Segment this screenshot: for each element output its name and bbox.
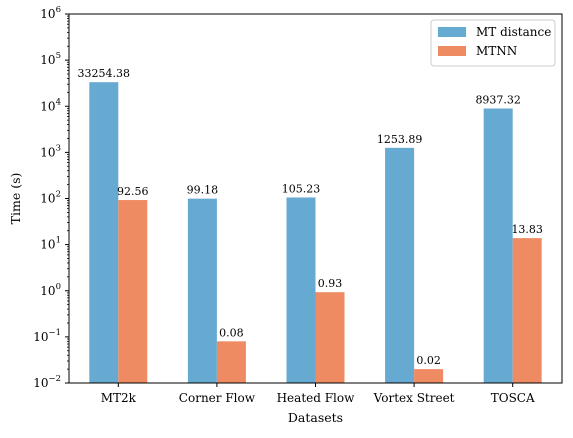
data-label: 8937.32 [475,94,521,107]
data-label: 0.02 [416,354,441,367]
x-tick-label: Corner Flow [179,391,256,405]
y-tick-label: 105 [40,51,61,67]
data-label: 13.83 [511,223,543,236]
x-axis: MT2k Corner Flow Heated Flow Vortex Street T… [101,383,535,405]
y-axis-label: Time (s) [8,173,23,225]
bar-mtnn [216,341,246,383]
bar-mt-distance [89,82,119,383]
bar-mtnn [315,292,345,383]
x-tick-label: MT2k [101,391,137,405]
x-tick-label: Heated Flow [277,391,356,405]
y-axis: 10−2 10−1 100 101 102 103 104 105 106 [33,5,69,390]
data-label: 99.18 [187,184,219,197]
y-tick-label: 103 [40,143,61,159]
data-label: 33254.38 [78,67,131,80]
bar-mtnn [414,369,444,383]
legend-swatch [438,46,466,56]
bar-mtnn [118,200,148,383]
y-tick-label: 100 [40,282,61,298]
bar-mt-distance [483,108,513,384]
data-label: 92.56 [117,185,149,198]
data-label: 1253.89 [377,133,423,146]
bars-layer [89,82,542,384]
x-tick-label: TOSCA [491,391,535,405]
legend: MT distance MTNN [430,19,556,67]
legend-swatch [438,27,466,37]
y-tick-label: 101 [40,236,61,252]
x-axis-label: Datasets [288,410,343,425]
bar-mtnn [512,238,542,383]
data-labels-layer: 33254.38 92.56 99.18 0.08 105.23 0.93 1253.89 0… [78,67,543,367]
bar-mt-distance [187,198,217,383]
legend-label: MT distance [476,25,551,39]
data-label: 105.23 [282,182,321,195]
legend-label: MTNN [476,44,517,58]
y-tick-label: 102 [40,190,61,206]
y-tick-label: 106 [40,5,61,21]
bar-mt-distance [286,197,316,383]
x-tick-label: Vortex Street [373,391,455,405]
data-label: 0.08 [219,326,244,339]
bar-mt-distance [385,147,415,383]
y-tick-label: 10−1 [33,328,61,344]
y-tick-label: 104 [40,97,61,113]
y-tick-label: 10−2 [33,374,61,390]
data-label: 0.93 [318,277,343,290]
